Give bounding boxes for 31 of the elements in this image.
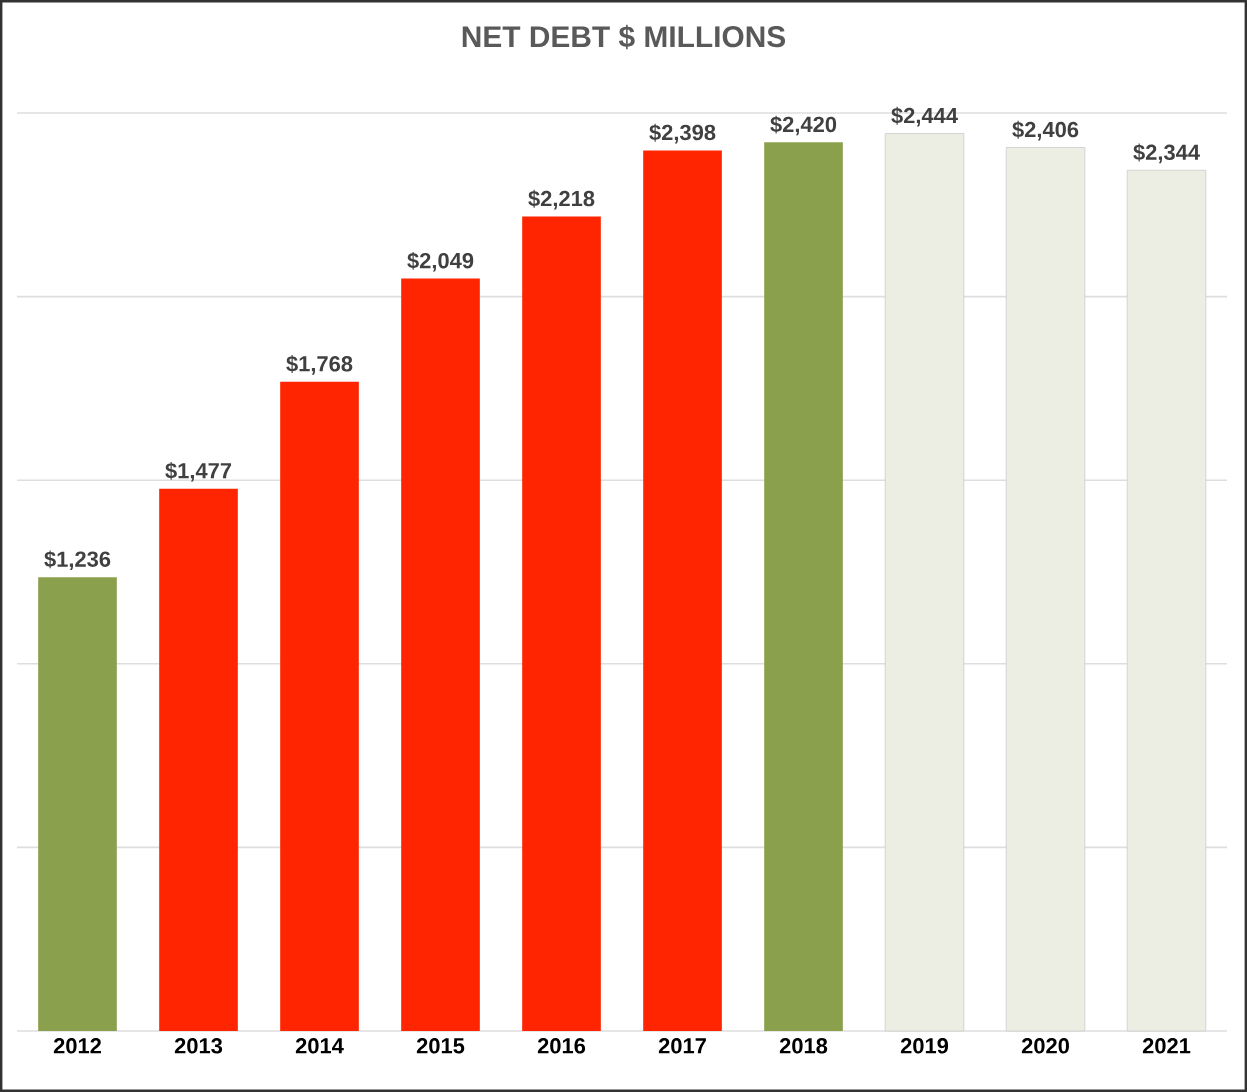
data-label: $2,398 <box>649 123 716 144</box>
x-tick-label: 2013 <box>174 1038 223 1054</box>
bar <box>643 150 722 1031</box>
bar <box>884 133 965 1032</box>
data-label: $2,049 <box>407 251 474 272</box>
chart-title: NET DEBT $ MILLIONS <box>462 24 786 50</box>
data-label: $2,344 <box>1133 143 1200 164</box>
x-tick-label: 2015 <box>416 1038 465 1054</box>
data-label: $2,420 <box>770 115 837 136</box>
bar <box>522 216 601 1031</box>
bar <box>1005 147 1086 1032</box>
x-tick-label: 2012 <box>53 1038 101 1054</box>
data-label: $2,406 <box>1012 120 1079 141</box>
x-tick-label: 2021 <box>1142 1038 1191 1054</box>
x-tick-label: 2014 <box>295 1038 344 1054</box>
x-tick-label: 2016 <box>537 1038 586 1054</box>
data-label: $1,477 <box>165 461 232 482</box>
data-label: $2,444 <box>891 106 958 127</box>
data-label: $2,218 <box>528 189 595 210</box>
bar <box>764 142 843 1031</box>
data-label: $1,768 <box>286 355 353 375</box>
bar <box>38 577 117 1031</box>
x-tick-label: 2018 <box>779 1038 828 1054</box>
bar <box>280 381 359 1031</box>
data-label: $1,236 <box>44 550 111 571</box>
bar <box>401 278 480 1031</box>
x-tick-label: 2020 <box>1021 1038 1069 1054</box>
bar <box>1126 169 1207 1032</box>
bar <box>159 488 238 1031</box>
x-tick-label: 2017 <box>658 1038 706 1054</box>
x-tick-label: 2019 <box>900 1038 949 1054</box>
